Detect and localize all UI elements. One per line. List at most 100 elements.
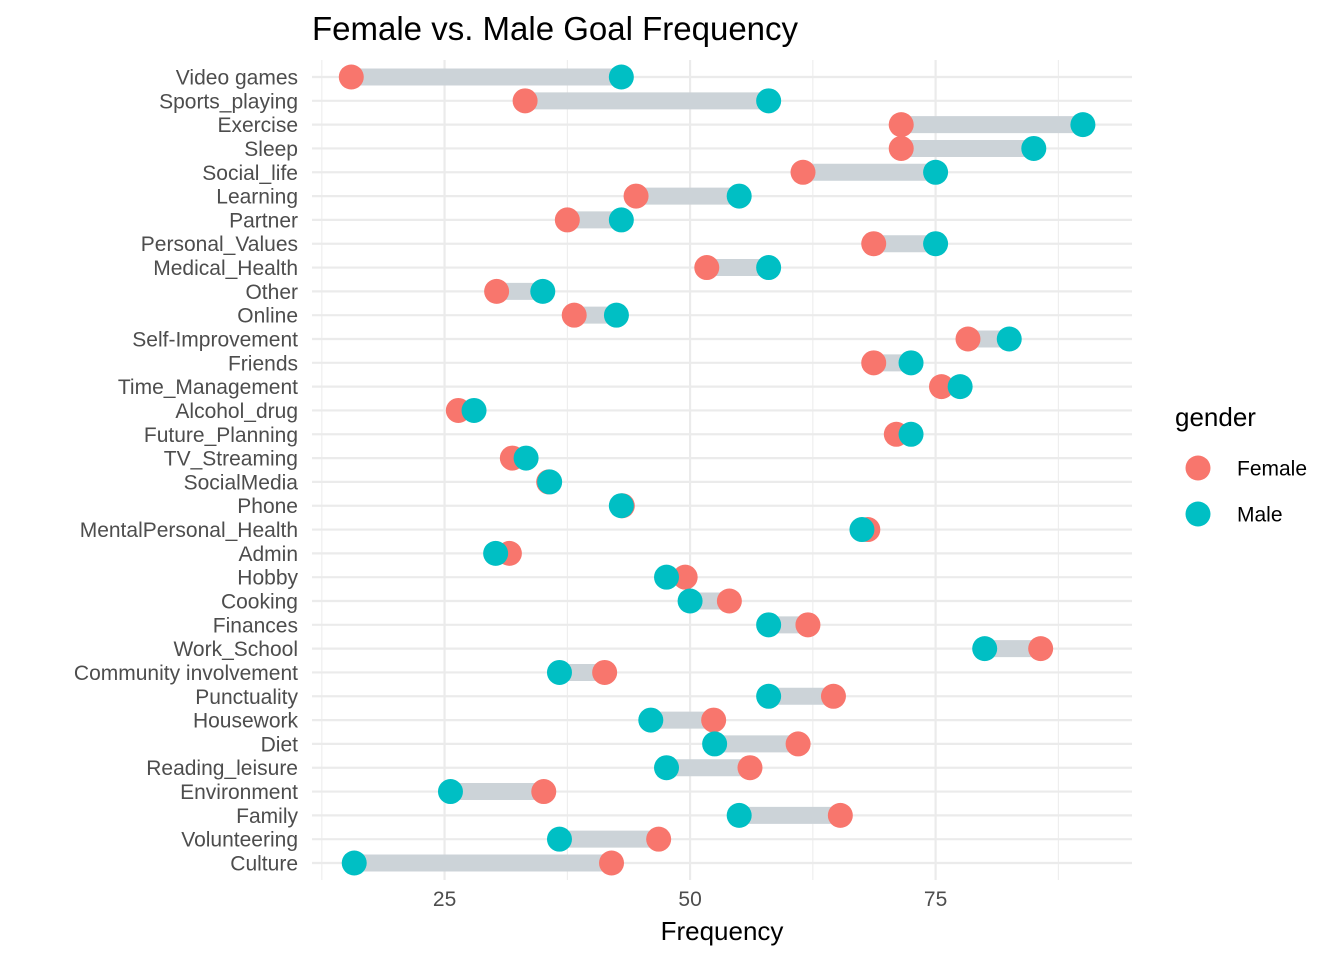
grid — [312, 60, 1132, 880]
legend-items: Female Male — [1185, 455, 1307, 527]
point-male-other — [530, 278, 556, 304]
y-tick-label: Learning — [216, 186, 298, 209]
y-tick-label: Sports_playing — [159, 90, 298, 113]
point-male-work-school — [972, 636, 998, 662]
x-tick-label: 75 — [924, 888, 947, 911]
point-female-sleep — [888, 135, 914, 161]
y-tick-label: SocialMedia — [184, 471, 299, 494]
point-male-partner — [608, 207, 634, 233]
point-female-medical-health — [694, 255, 720, 281]
y-axis-labels: Video gamesSports_playingExerciseSleepSo… — [74, 67, 299, 876]
point-female-self-improvement — [955, 326, 981, 352]
point-male-social-life — [923, 159, 949, 185]
y-tick-label: Cooking — [221, 591, 298, 614]
point-male-self-improvement — [996, 326, 1022, 352]
point-male-exercise — [1070, 112, 1096, 138]
point-male-sports-playing — [756, 88, 782, 114]
y-tick-label: Online — [237, 305, 298, 328]
chart-title: Female vs. Male Goal Frequency — [312, 10, 799, 47]
point-male-housework — [638, 707, 664, 733]
y-tick-label: Punctuality — [195, 686, 298, 709]
y-tick-label: Personal_Values — [141, 233, 298, 256]
point-male-alcohol-drug — [461, 397, 487, 423]
y-tick-label: Environment — [180, 781, 298, 804]
y-tick-label: Volunteering — [181, 829, 298, 852]
y-tick-label: Admin — [238, 543, 298, 566]
point-male-volunteering — [546, 826, 572, 852]
y-tick-label: Culture — [230, 853, 298, 876]
y-tick-label: TV_Streaming — [164, 448, 298, 471]
point-male-sleep — [1021, 135, 1047, 161]
point-female-online — [561, 302, 587, 328]
point-male-socialmedia — [537, 469, 563, 495]
legend-title: gender — [1175, 402, 1256, 432]
y-tick-label: Partner — [229, 209, 298, 232]
legend-key-female — [1185, 455, 1211, 481]
point-female-family — [827, 802, 853, 828]
point-male-admin — [483, 540, 509, 566]
y-tick-label: Future_Planning — [144, 424, 298, 447]
point-female-reading-leisure — [737, 755, 763, 781]
point-male-video-games — [608, 64, 634, 90]
point-female-personal-values — [861, 231, 887, 257]
legend-label-female: Female — [1237, 458, 1307, 481]
point-male-culture — [341, 850, 367, 876]
point-male-personal-values — [923, 231, 949, 257]
point-male-medical-health — [756, 255, 782, 281]
point-female-housework — [701, 707, 727, 733]
y-tick-label: Friends — [228, 352, 298, 375]
point-female-social-life — [790, 159, 816, 185]
y-tick-label: Work_School — [173, 638, 298, 661]
y-tick-label: Alcohol_drug — [175, 400, 298, 423]
y-tick-label: Finances — [213, 614, 298, 637]
point-female-sports-playing — [512, 88, 538, 114]
point-female-community-involvement — [592, 659, 618, 685]
y-tick-label: Reading_leisure — [146, 757, 298, 780]
point-female-finances — [795, 612, 821, 638]
point-male-online — [603, 302, 629, 328]
point-female-exercise — [888, 112, 914, 138]
point-male-finances — [756, 612, 782, 638]
point-female-hobby — [672, 564, 698, 590]
point-male-community-involvement — [546, 659, 572, 685]
y-tick-label: Community involvement — [74, 662, 298, 685]
legend: gender Female Male — [1175, 402, 1307, 527]
y-tick-label: Medical_Health — [153, 257, 298, 280]
y-tick-label: Diet — [261, 733, 299, 756]
x-axis-title: Frequency — [661, 916, 784, 946]
y-tick-label: Time_Management — [118, 376, 298, 399]
point-male-punctuality — [756, 683, 782, 709]
point-female-diet — [785, 731, 811, 757]
point-female-learning — [623, 183, 649, 209]
y-tick-label: Self-Improvement — [132, 329, 298, 352]
point-female-work-school — [1028, 636, 1054, 662]
y-tick-label: Hobby — [237, 567, 298, 590]
point-female-culture — [599, 850, 625, 876]
point-female-cooking — [716, 588, 742, 614]
y-tick-label: Housework — [193, 710, 299, 733]
legend-label-male: Male — [1237, 504, 1283, 527]
point-male-future-planning — [898, 421, 924, 447]
x-axis-ticks: 25 50 75 — [433, 888, 947, 911]
point-female-friends — [861, 350, 887, 376]
point-male-environment — [437, 779, 463, 805]
y-tick-label: Social_life — [202, 162, 298, 185]
point-male-mentalpersonal-health — [849, 517, 875, 543]
legend-key-male — [1185, 501, 1211, 527]
y-tick-label: MentalPersonal_Health — [80, 519, 298, 542]
point-male-cooking — [677, 588, 703, 614]
point-male-learning — [726, 183, 752, 209]
y-tick-label: Family — [236, 805, 298, 828]
point-male-time-management — [947, 374, 973, 400]
y-tick-label: Other — [245, 281, 298, 304]
y-tick-label: Exercise — [217, 114, 298, 137]
points — [338, 64, 1096, 876]
x-tick-label: 50 — [678, 888, 701, 911]
point-male-phone — [608, 493, 634, 519]
point-female-volunteering — [646, 826, 672, 852]
point-male-tv-streaming — [513, 445, 539, 471]
point-male-friends — [898, 350, 924, 376]
point-female-other — [484, 278, 510, 304]
point-male-diet — [702, 731, 728, 757]
x-tick-label: 25 — [433, 888, 456, 911]
